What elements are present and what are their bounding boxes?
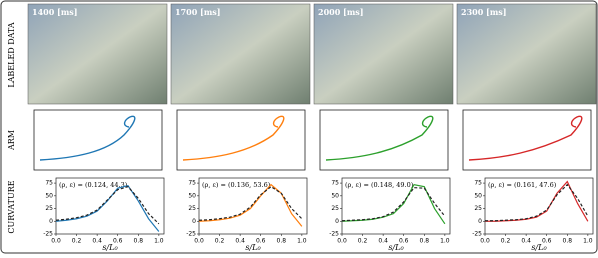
x-tick-label: 0.6 — [256, 238, 266, 245]
annotation: (ρ, ε) = (0.136, 53.6) — [202, 181, 271, 189]
x-tick-label: 0.6 — [113, 238, 123, 245]
y-tick-label: 0 — [335, 218, 339, 225]
photo — [313, 3, 454, 105]
x-tick-label: 1.0 — [440, 238, 450, 245]
x-tick-label: 0.0 — [337, 238, 347, 245]
y-tick-label: 25 — [45, 205, 53, 212]
y-tick-label: 25 — [188, 205, 196, 212]
annotation: (ρ, ε) = (0.161, 47.6) — [488, 181, 557, 189]
plot-area — [484, 177, 594, 235]
arm — [39, 115, 136, 161]
time-label: 1700 [ms] — [175, 7, 221, 17]
y-tick-label: 25 — [474, 205, 482, 212]
x-tick-label: 0.4 — [235, 238, 245, 245]
y-tick-label: -25 — [329, 231, 339, 238]
x-tick-label: 0.6 — [542, 238, 552, 245]
x-axis-label: s/L₀ — [102, 243, 118, 252]
x-tick-label: 0.8 — [420, 238, 430, 245]
x-tick-label: 1.0 — [297, 238, 307, 245]
photo — [456, 3, 597, 105]
y-tick-label: 0 — [49, 218, 53, 225]
arm — [468, 115, 583, 161]
y-tick-label: -25 — [186, 231, 196, 238]
curvature-line — [55, 185, 160, 225]
row-label: ARM — [7, 130, 16, 151]
x-axis-label: s/L₀ — [388, 243, 404, 252]
photo — [170, 3, 311, 105]
x-tick-label: 0.8 — [277, 238, 287, 245]
arm-box — [33, 109, 163, 171]
arm-box — [462, 109, 592, 171]
curvature-line — [198, 185, 303, 221]
y-tick-label: -25 — [472, 231, 482, 238]
curvature-line — [198, 183, 303, 227]
y-tick-label: 50 — [331, 192, 339, 199]
x-tick-label: 0.2 — [501, 238, 511, 245]
y-tick-label: 75 — [188, 180, 196, 187]
time-label: 2300 [ms] — [461, 7, 507, 17]
curvature-line — [485, 183, 589, 222]
y-tick-label: 75 — [45, 180, 53, 187]
y-tick-label: -25 — [43, 231, 53, 238]
y-tick-label: 50 — [45, 192, 53, 199]
row-label: CURVATURE — [7, 180, 16, 233]
row-label: LABELED DATA — [7, 22, 16, 88]
x-tick-label: 0.0 — [51, 238, 61, 245]
y-tick-label: 25 — [331, 205, 339, 212]
y-tick-label: 50 — [188, 192, 196, 199]
time-label: 2000 [ms] — [318, 7, 364, 17]
time-label: 1400 [ms] — [32, 7, 78, 17]
y-tick-label: 0 — [478, 218, 482, 225]
curvature-line — [341, 187, 446, 222]
x-tick-label: 0.0 — [480, 238, 490, 245]
plot-area — [341, 177, 451, 235]
x-tick-label: 0.4 — [378, 238, 388, 245]
y-tick-label: 75 — [331, 180, 339, 187]
arm-box — [176, 109, 306, 171]
x-tick-label: 1.0 — [583, 238, 593, 245]
y-tick-label: 50 — [474, 192, 482, 199]
annotation: (ρ, ε) = (0.148, 49.0) — [345, 181, 414, 189]
x-tick-label: 0.4 — [92, 238, 102, 245]
arm — [325, 115, 434, 161]
x-tick-label: 0.0 — [194, 238, 204, 245]
x-tick-label: 0.2 — [72, 238, 82, 245]
x-tick-label: 0.2 — [215, 238, 225, 245]
plot-area — [55, 177, 165, 235]
x-tick-label: 0.8 — [563, 238, 573, 245]
x-tick-label: 0.4 — [521, 238, 531, 245]
x-tick-label: 0.2 — [358, 238, 368, 245]
x-tick-label: 1.0 — [154, 238, 164, 245]
curvature-line — [55, 184, 160, 232]
x-tick-label: 0.8 — [134, 238, 144, 245]
photo — [27, 3, 168, 105]
arm-box — [319, 109, 449, 171]
arm — [182, 115, 285, 161]
x-axis-label: s/L₀ — [531, 243, 547, 252]
y-tick-label: 0 — [192, 218, 196, 225]
y-tick-label: 75 — [474, 180, 482, 187]
annotation: (ρ, ε) = (0.124, 44.3) — [59, 181, 128, 189]
x-tick-label: 0.6 — [399, 238, 409, 245]
x-axis-label: s/L₀ — [245, 243, 261, 252]
